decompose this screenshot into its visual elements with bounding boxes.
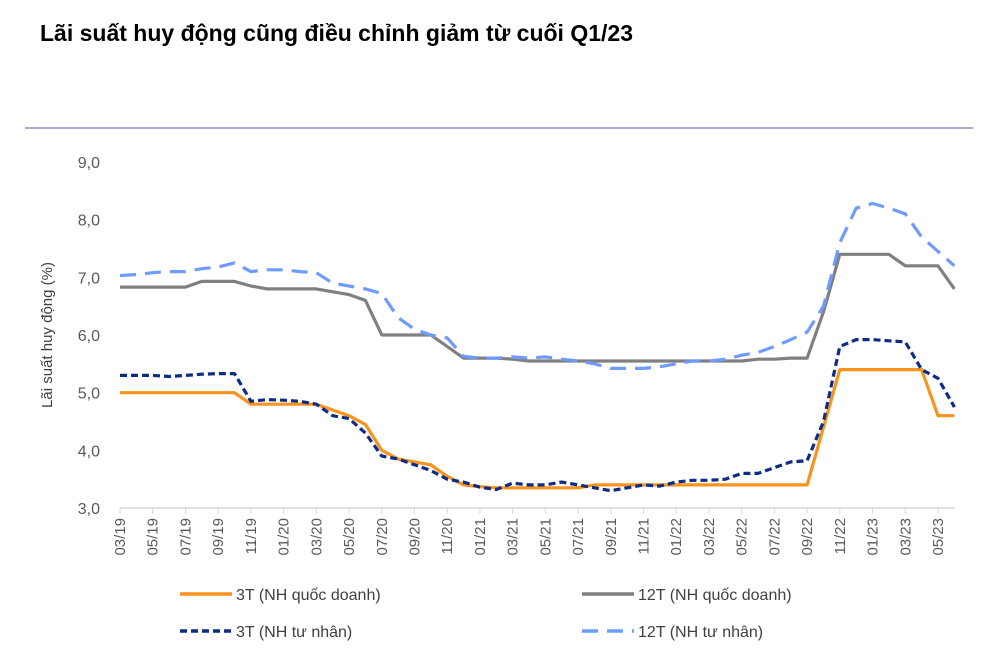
x-tick-label: 01/20 — [276, 518, 293, 556]
x-tick-label: 03/20 — [308, 518, 325, 556]
y-tick-label: 4,0 — [78, 443, 100, 460]
legend-label: 3T (NH quốc doanh) — [236, 587, 381, 604]
y-axis-label: Lãi suất huy động (%) — [39, 262, 56, 408]
title-divider — [25, 127, 973, 129]
y-tick-label: 9,0 — [78, 155, 100, 172]
x-tick-label: 07/19 — [177, 518, 194, 556]
x-tick-label: 01/23 — [865, 518, 882, 556]
x-tick-label: 11/21 — [636, 518, 653, 554]
x-tick-label: 01/22 — [668, 518, 685, 556]
x-tick-label: 03/22 — [701, 518, 718, 556]
series-line-1 — [120, 252, 956, 363]
x-tick-label: 11/22 — [832, 518, 849, 554]
x-tick-label: 09/20 — [406, 518, 423, 556]
series-line-3 — [119, 201, 956, 370]
x-tick-label: 05/22 — [734, 518, 751, 556]
series-line-2 — [120, 338, 956, 493]
x-tick-label: 09/22 — [799, 518, 816, 556]
y-tick-label: 5,0 — [78, 386, 100, 403]
x-tick-label: 07/21 — [570, 518, 587, 556]
x-tick-label: 07/22 — [766, 518, 783, 556]
x-tick-label: 11/19 — [243, 518, 260, 554]
y-tick-label: 7,0 — [78, 270, 100, 287]
y-tick-label: 6,0 — [78, 328, 100, 345]
x-tick-label: 05/20 — [341, 518, 358, 556]
legend-label: 12T (NH tư nhân) — [638, 624, 763, 641]
x-tick-label: 09/19 — [210, 518, 227, 556]
y-tick-label: 3,0 — [78, 501, 100, 518]
series-line-0 — [120, 368, 955, 490]
x-tick-label: 05/21 — [537, 518, 554, 556]
x-tick-label: 03/21 — [505, 518, 522, 556]
x-tick-label: 05/23 — [930, 518, 947, 556]
y-tick-label: 8,0 — [78, 213, 100, 230]
x-tick-label: 05/19 — [145, 518, 162, 556]
legend-label: 12T (NH quốc doanh) — [638, 587, 792, 604]
chart-title: Lãi suất huy động cũng điều chỉnh giảm t… — [40, 20, 633, 46]
x-tick-label: 03/23 — [897, 518, 914, 556]
x-tick-label: 03/19 — [112, 518, 129, 556]
legend-label: 3T (NH tư nhân) — [236, 624, 352, 641]
x-tick-label: 07/20 — [374, 518, 391, 556]
x-tick-label: 11/20 — [439, 518, 456, 554]
x-tick-label: 01/21 — [472, 518, 489, 556]
x-tick-label: 09/21 — [603, 518, 620, 556]
